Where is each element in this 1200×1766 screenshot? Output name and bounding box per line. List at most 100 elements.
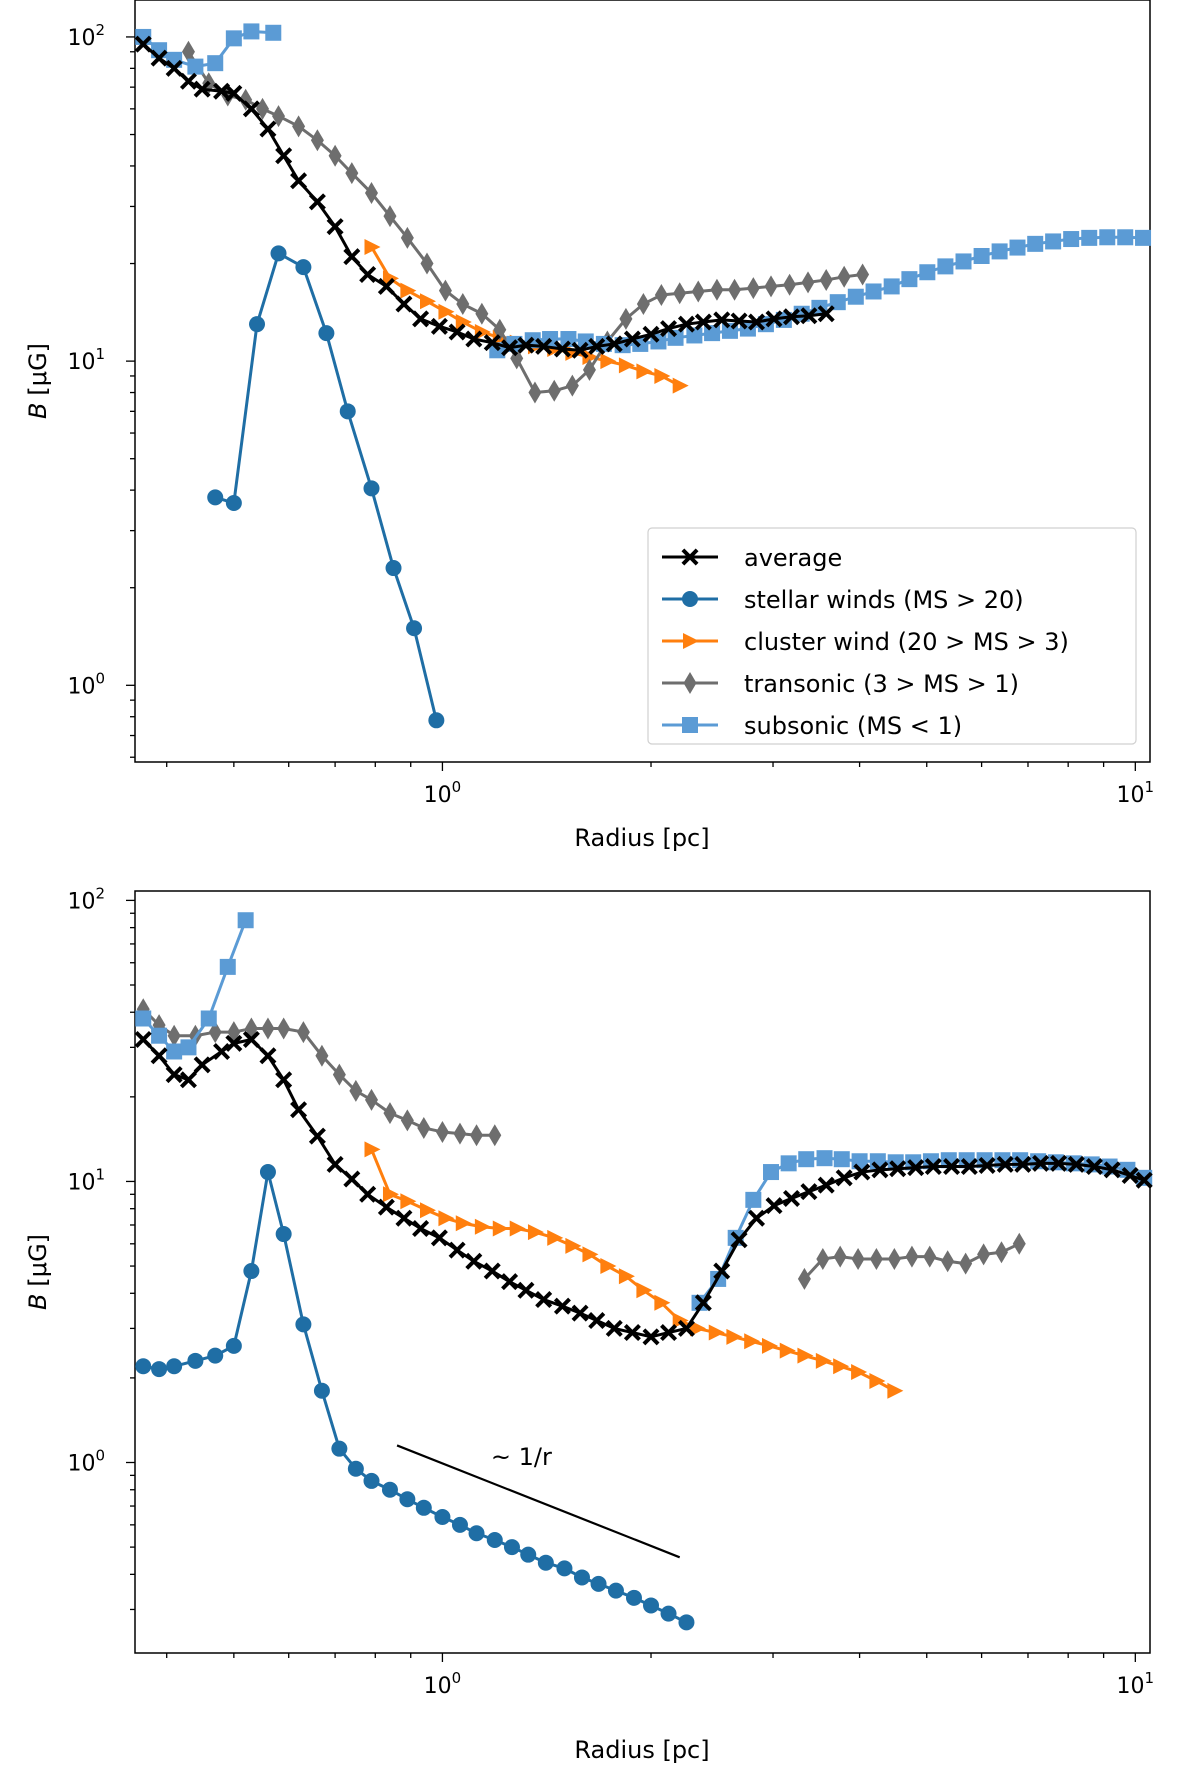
data-point — [395, 1209, 413, 1227]
data-point — [833, 1245, 847, 1268]
x-tick-label: 101 — [1117, 1669, 1155, 1699]
data-point — [673, 282, 687, 305]
data-point — [165, 59, 183, 77]
data-point — [582, 348, 599, 365]
data-point — [783, 273, 797, 296]
series-average — [134, 35, 835, 359]
data-point — [135, 1358, 152, 1375]
data-point — [994, 1241, 1008, 1264]
ticks-layer: 100 101 100 101 102 — [67, 884, 1154, 1699]
data-point — [780, 1155, 797, 1172]
data-point — [290, 172, 308, 190]
y-tick-label: 100 — [67, 669, 105, 699]
data-point — [582, 358, 596, 381]
data-point — [1121, 1166, 1139, 1184]
series-line — [214, 251, 438, 721]
data-point — [364, 1088, 378, 1111]
top-panel: 100 101 100 101 102 Radius [pc] B[μG] averag… — [24, 0, 1154, 852]
data-point — [996, 1155, 1014, 1173]
data-point — [296, 1021, 310, 1044]
plot-area-frame — [134, 890, 1151, 1654]
data-point — [167, 1024, 181, 1047]
data-point — [400, 1193, 417, 1210]
data-point — [225, 84, 243, 102]
x-tick-label: 100 — [424, 778, 462, 808]
legend-entry: transonic (3 > MS > 1) — [662, 670, 1019, 698]
data-point — [565, 1237, 582, 1254]
data-point — [270, 245, 287, 262]
data-point — [435, 1120, 449, 1143]
data-point — [797, 1267, 811, 1290]
legend-swatch-marker — [681, 548, 699, 566]
data-point — [851, 1363, 868, 1380]
data-point — [535, 1291, 553, 1309]
data-point — [654, 283, 668, 306]
data-point — [833, 1358, 850, 1375]
data-point — [801, 271, 815, 294]
data-point — [816, 1150, 833, 1167]
data-point — [343, 1170, 361, 1188]
data-point — [345, 162, 359, 185]
data-point — [488, 1124, 502, 1147]
data-point — [364, 238, 381, 255]
data-point — [428, 712, 445, 729]
data-point — [833, 1151, 850, 1168]
data-point — [625, 1589, 642, 1606]
data-point — [694, 313, 712, 331]
legend-entry: stellar winds (MS > 20) — [662, 586, 1024, 614]
data-point — [326, 218, 344, 236]
data-point — [726, 1328, 743, 1345]
data-point — [713, 1262, 731, 1280]
data-point — [815, 1352, 832, 1369]
data-point — [919, 264, 936, 281]
legend-rows: average stellar winds (MS > 20) cluster wi… — [662, 544, 1069, 740]
data-point — [465, 330, 483, 348]
data-point — [166, 1358, 183, 1375]
data-point — [382, 1186, 399, 1203]
data-point — [470, 1124, 484, 1147]
series-average — [134, 1030, 1153, 1346]
data-point — [193, 80, 211, 98]
series-layer — [134, 23, 1152, 729]
series-cluster — [364, 1141, 904, 1399]
data-point — [763, 1164, 780, 1181]
data-point — [730, 312, 748, 330]
data-point — [643, 1597, 660, 1614]
data-point — [800, 307, 818, 325]
data-point — [181, 40, 195, 63]
data-point — [1067, 1155, 1085, 1173]
series-stellar — [135, 1164, 695, 1631]
data-point — [237, 912, 254, 929]
data-point — [249, 316, 266, 333]
data-point — [960, 1158, 978, 1176]
data-point — [689, 1320, 706, 1337]
data-point — [364, 182, 378, 205]
data-point — [453, 1122, 467, 1145]
data-point — [207, 489, 224, 506]
data-point — [377, 1198, 395, 1216]
data-point — [292, 115, 306, 138]
y-tick-label: 102 — [67, 884, 105, 914]
data-point — [438, 279, 452, 302]
x-tick-label: 100 — [424, 1669, 462, 1699]
series-cluster — [364, 238, 689, 394]
data-point — [686, 327, 703, 344]
legend-swatch-marker — [683, 633, 699, 649]
series-layer — [134, 912, 1153, 1631]
data-point — [275, 1071, 293, 1089]
data-point — [465, 1252, 483, 1270]
legend-label: stellar winds (MS > 20) — [744, 586, 1024, 614]
data-point — [208, 1021, 222, 1044]
data-point — [243, 1263, 260, 1280]
legend-swatch-marker — [683, 672, 697, 694]
data-point — [973, 247, 990, 264]
data-point — [959, 1252, 973, 1275]
data-point — [332, 1063, 346, 1086]
data-point — [1135, 229, 1152, 246]
data-point — [406, 620, 423, 637]
data-point — [326, 1155, 344, 1173]
series-line — [496, 235, 1144, 352]
legend-label: cluster wind (20 > MS > 3) — [744, 628, 1069, 656]
legend-swatch-marker — [682, 717, 698, 733]
slope-annotation: ~ 1/r — [491, 1443, 552, 1471]
